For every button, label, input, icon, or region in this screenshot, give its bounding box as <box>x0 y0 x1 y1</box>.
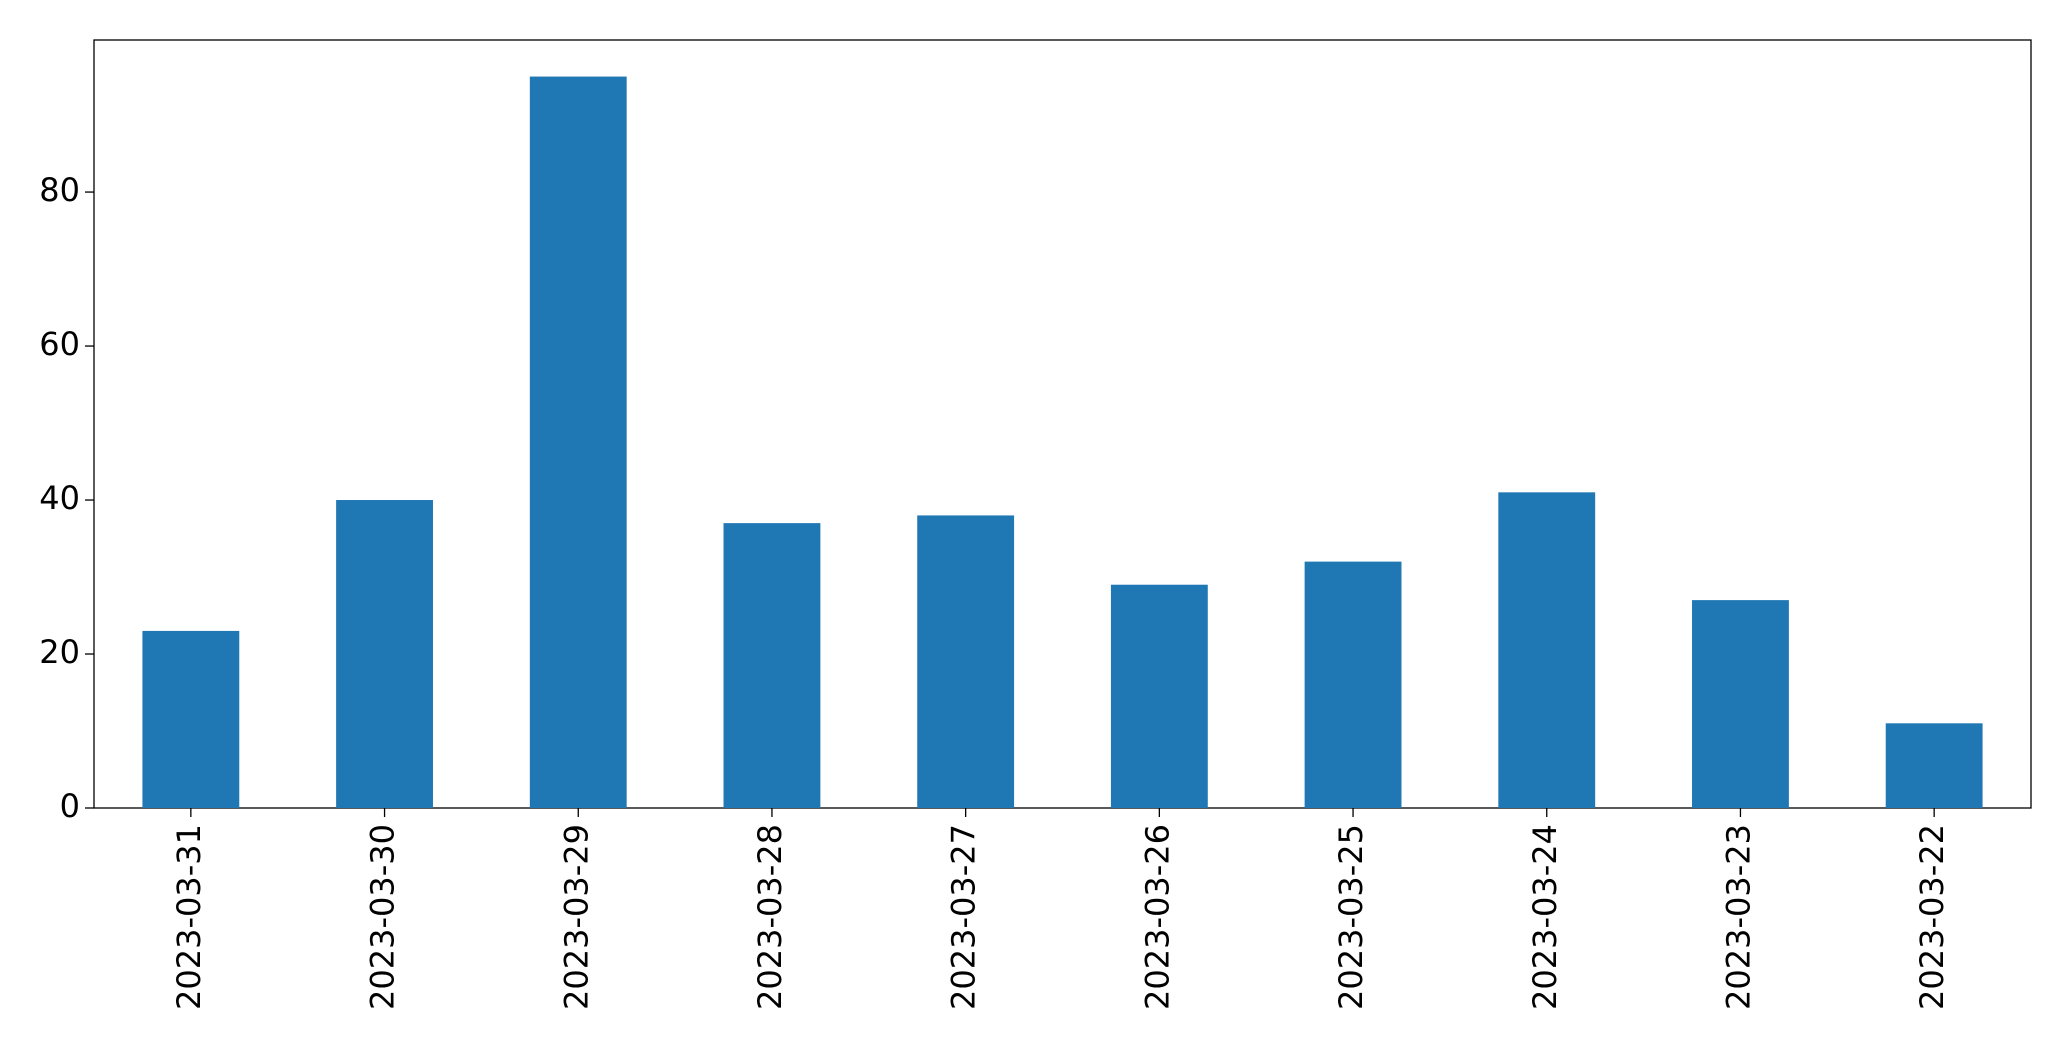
bar <box>1692 600 1789 808</box>
x-tick-label: 2023-03-25 <box>1332 824 1370 1010</box>
bar <box>1304 561 1402 808</box>
x-tick-label: 2023-03-29 <box>557 824 595 1010</box>
x-tick-label: 2023-03-30 <box>364 824 402 1010</box>
bar <box>1885 723 1983 808</box>
x-tick-label: 2023-03-26 <box>1138 824 1176 1010</box>
y-tick-label: 80 <box>39 171 80 209</box>
bar <box>336 500 433 808</box>
y-tick-label: 0 <box>60 787 80 825</box>
plot-frame <box>93 39 2032 809</box>
x-tick-label: 2023-03-23 <box>1719 824 1757 1010</box>
bar <box>723 523 821 808</box>
bar <box>529 76 627 809</box>
y-tick-label: 60 <box>39 325 80 363</box>
bar <box>1110 584 1208 808</box>
x-tick-label: 2023-03-24 <box>1526 824 1564 1010</box>
x-tick-label: 2023-03-27 <box>945 824 983 1010</box>
x-tick-label: 2023-03-22 <box>1913 824 1951 1010</box>
y-tick-label: 20 <box>39 633 80 671</box>
bar <box>142 630 240 808</box>
bar <box>1498 492 1596 808</box>
x-tick-label: 2023-03-31 <box>170 824 208 1010</box>
bar <box>917 515 1015 808</box>
x-tick-label: 2023-03-28 <box>751 824 789 1010</box>
y-tick-label: 40 <box>39 479 80 517</box>
